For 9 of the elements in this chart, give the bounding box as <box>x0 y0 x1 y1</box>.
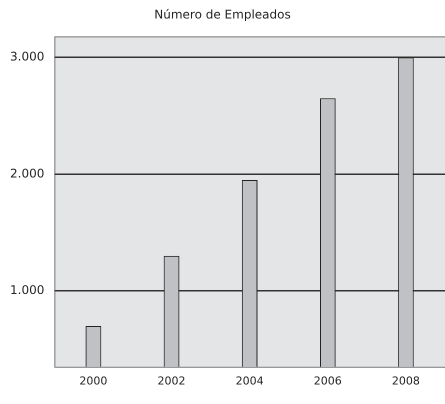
y-tick-label: 3.000 <box>10 50 44 64</box>
chart-title: Número de Empleados <box>154 7 291 22</box>
y-tick-label: 1.000 <box>10 283 44 298</box>
x-tick-label: 2006 <box>314 374 342 388</box>
x-tick-label: 2000 <box>79 374 108 388</box>
y-tick-label: 2.000 <box>10 166 44 180</box>
x-tick-label: 2002 <box>158 374 186 388</box>
x-tick-label: 2008 <box>392 374 420 388</box>
x-tick-label: 2004 <box>236 374 264 388</box>
